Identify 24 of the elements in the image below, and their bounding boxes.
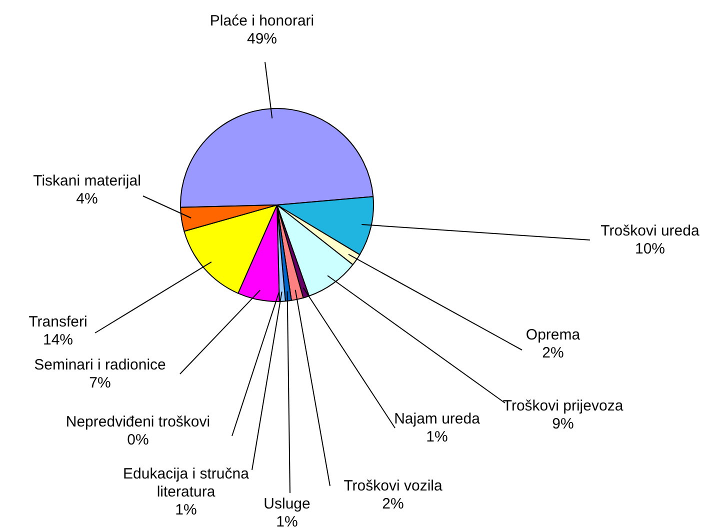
data-label: 1%: [175, 502, 197, 519]
text: 0%: [127, 432, 149, 449]
slice-label: Usluge: [264, 496, 310, 513]
data-label: 14%: [42, 332, 74, 349]
slice-label: Edukacija i stručna literatura: [123, 466, 250, 501]
data-label: 9%: [552, 416, 574, 433]
slice-label: Plaće i honorari: [210, 12, 314, 30]
slice-label: Oprema: [526, 326, 581, 344]
slice-label: Transferi: [28, 314, 88, 331]
slice-label: Troškovi ureda: [600, 222, 700, 240]
slice-label: Troškovi prijevoza: [502, 398, 624, 415]
slice-label: Tiskani materijal: [33, 172, 141, 190]
data-label: 7%: [89, 374, 111, 392]
slice-label: Najam ureda: [394, 410, 481, 428]
data-label: 4%: [76, 190, 98, 208]
data-label: 1%: [426, 428, 448, 446]
data-label: 2%: [542, 344, 564, 362]
data-label: 2%: [382, 496, 404, 513]
category-label: Nepredviđeni troškovi: [66, 414, 210, 431]
slice-label: Troškovi vozila: [344, 478, 443, 495]
data-label: 49%: [246, 30, 278, 48]
data-label: 10%: [634, 240, 666, 258]
slice-label: Seminari i radionice: [34, 356, 166, 374]
data-label: 1%: [276, 514, 298, 530]
